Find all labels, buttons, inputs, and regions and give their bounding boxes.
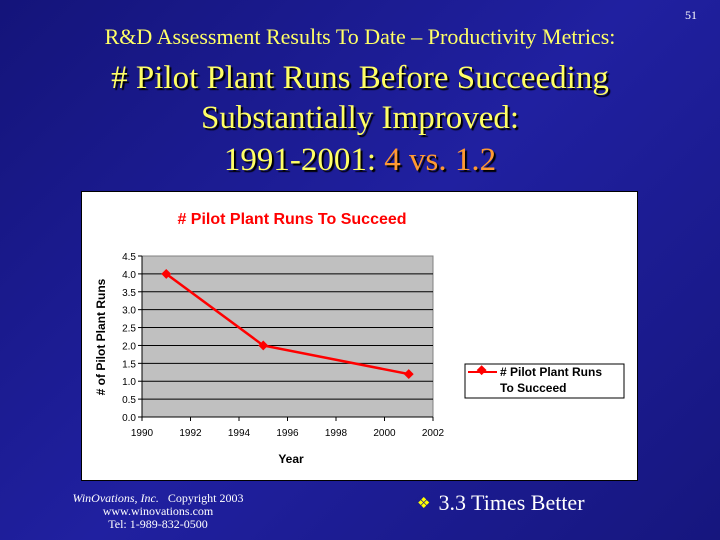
- footer-tel: Tel: 1-989-832-0500: [108, 517, 208, 531]
- footer-copyright: Copyright 2003: [167, 491, 244, 505]
- y-tick-label: 3.0: [122, 306, 136, 317]
- title-highlight: 4 vs. 1.2: [384, 142, 497, 178]
- y-tick-label: 0.5: [122, 395, 136, 406]
- x-tick-label: 1990: [131, 428, 154, 439]
- legend-label-2: To Succeed: [500, 381, 566, 395]
- data-point: [161, 268, 172, 279]
- chart-svg: # Pilot Plant Runs To Succeed Year # of …: [94, 211, 625, 466]
- slide-subtitle: R&D Assessment Results To Date – Product…: [104, 24, 616, 49]
- x-tick-label: 1998: [325, 428, 348, 439]
- data-point: [258, 340, 269, 351]
- bullet-text: 3.3 Times Better: [438, 490, 585, 515]
- legend-marker-icon: [476, 365, 487, 376]
- bullet-point: ❖ 3.3 Times Better: [417, 490, 585, 516]
- x-tick-label: 1994: [228, 428, 251, 439]
- y-tick-label: 4.5: [122, 252, 136, 263]
- y-tick-label: 2.0: [122, 341, 136, 352]
- x-tick-label: 1996: [276, 428, 299, 439]
- footer: WinOvations, Inc. Copyright 2003 www.win…: [58, 492, 258, 531]
- footer-company: WinOvations, Inc.: [72, 491, 159, 505]
- x-tick-label: 2002: [422, 428, 445, 439]
- footer-url: www.winovations.com: [102, 504, 214, 518]
- y-tick-label: 1.0: [122, 377, 136, 388]
- y-tick-label: 4.0: [122, 270, 136, 281]
- legend: [464, 363, 625, 399]
- title-years: 1991-2001:: [223, 142, 385, 178]
- y-tick-label: 2.5: [122, 324, 136, 335]
- x-axis-label: Year: [278, 452, 304, 466]
- y-tick-label: 3.5: [122, 288, 136, 299]
- y-tick-label: 1.5: [122, 359, 136, 370]
- x-tick-label: 1992: [179, 428, 202, 439]
- legend-label-1: # Pilot Plant Runs: [500, 365, 602, 379]
- title-line-1: # Pilot Plant Runs Before Succeeding: [111, 60, 609, 96]
- title-line-3: 1991-2001: 4 vs. 1.2: [0, 140, 720, 180]
- plot-area: [141, 255, 434, 418]
- x-tick-label: 2000: [373, 428, 396, 439]
- chart-title: # Pilot Plant Runs To Succeed: [177, 211, 406, 228]
- y-axis-label: # of Pilot Plant Runs: [94, 278, 108, 395]
- chart: # Pilot Plant Runs To Succeed Year # of …: [81, 191, 638, 481]
- page-number: 51: [685, 8, 697, 22]
- diamond-bullet-icon: ❖: [417, 496, 431, 512]
- data-point: [403, 369, 414, 380]
- y-tick-label: 0.0: [122, 413, 136, 424]
- title-line-2: Substantially Improved:: [200, 100, 520, 136]
